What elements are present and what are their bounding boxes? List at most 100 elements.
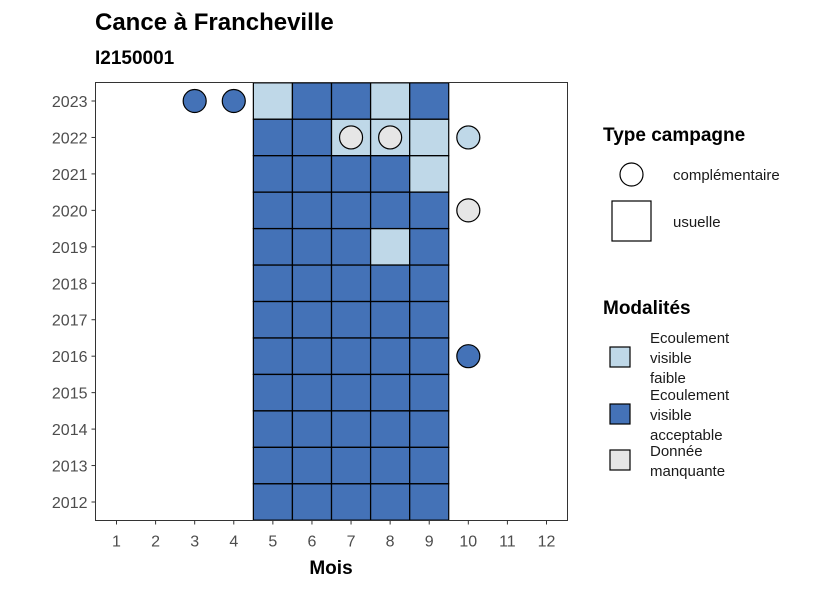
cell-usuelle xyxy=(370,300,411,339)
legend-label-modalite: Ecoulement visible acceptable xyxy=(650,387,730,444)
y-tick-label: 2012 xyxy=(52,495,88,512)
x-tick-label: 9 xyxy=(425,534,434,551)
x-tick-label: 2 xyxy=(151,534,160,551)
legend-key-modalite xyxy=(609,449,631,471)
cell-usuelle xyxy=(252,191,293,230)
legend-label-modalite: Ecoulement visible faible xyxy=(650,330,730,387)
legend-title-modalites: Modalités xyxy=(603,298,691,319)
x-tick-label: 1 xyxy=(112,534,121,551)
cell-usuelle xyxy=(291,82,333,120)
cell-usuelle xyxy=(330,155,372,193)
cell-usuelle xyxy=(291,337,333,375)
chart-subtitle: I2150001 xyxy=(95,48,175,69)
legend-key-modalite xyxy=(609,346,631,368)
cell-usuelle xyxy=(291,228,333,266)
cell-usuelle xyxy=(330,82,372,120)
y-axis: 2012 2013 2014 2015 2016 2017 2018 2019 2020 2021… xyxy=(52,94,96,512)
cell-usuelle xyxy=(291,155,333,193)
cell-usuelle xyxy=(409,118,450,157)
y-tick-label: 2013 xyxy=(52,459,88,476)
cells-layer xyxy=(252,82,450,521)
cell-usuelle xyxy=(252,228,293,266)
cell-usuelle xyxy=(330,300,372,339)
y-tick-label: 2023 xyxy=(52,94,88,111)
legend-label-modalite: Donnée manquante xyxy=(650,443,725,480)
legend-title-type-campagne: Type campagne xyxy=(603,125,745,146)
cell-usuelle xyxy=(291,191,333,230)
cell-usuelle xyxy=(409,373,450,412)
point-complementaire xyxy=(338,125,364,150)
legend-label-complementaire: complémentaire xyxy=(673,167,780,184)
cell-usuelle xyxy=(370,155,411,193)
cell-usuelle xyxy=(409,228,450,266)
x-tick-label: 10 xyxy=(459,534,477,551)
legend-modalites: Modalités Ecoulement visible faibleEcoulem… xyxy=(603,298,730,480)
cell-usuelle xyxy=(370,82,411,120)
y-tick-label: 2022 xyxy=(52,130,88,147)
x-tick-label: 7 xyxy=(347,534,356,551)
cell-usuelle xyxy=(409,155,450,193)
legend-key-modalite xyxy=(609,403,631,425)
cell-usuelle xyxy=(291,373,333,412)
cell-usuelle xyxy=(291,483,333,521)
cell-usuelle xyxy=(252,82,293,120)
cell-usuelle xyxy=(409,337,450,375)
cell-usuelle xyxy=(252,264,293,303)
y-tick-label: 2014 xyxy=(52,422,88,439)
cell-usuelle xyxy=(370,410,411,448)
cell-usuelle xyxy=(330,264,372,303)
point-complementaire xyxy=(182,88,207,114)
cell-usuelle xyxy=(252,118,293,157)
cell-usuelle xyxy=(291,300,333,339)
cell-usuelle xyxy=(252,337,293,375)
cell-usuelle xyxy=(370,228,411,266)
cell-usuelle xyxy=(330,337,372,375)
cell-usuelle xyxy=(330,446,372,485)
y-tick-label: 2019 xyxy=(52,240,88,257)
legend-key-circle xyxy=(619,162,644,187)
point-complementaire xyxy=(456,125,481,150)
x-axis-title: Mois xyxy=(309,558,352,579)
y-tick-label: 2017 xyxy=(52,313,88,330)
chart-title: Cance à Francheville xyxy=(95,9,334,36)
x-axis: 1 2 3 4 5 6 7 8 9 10 11 12 xyxy=(112,520,556,551)
cell-usuelle xyxy=(330,373,372,412)
cell-usuelle xyxy=(409,264,450,303)
x-tick-label: 11 xyxy=(499,534,516,551)
legend-label-line: Ecoulement xyxy=(650,330,730,347)
cell-usuelle xyxy=(370,483,411,521)
cell-usuelle xyxy=(291,264,333,303)
legend-label-line: Donnée xyxy=(650,443,703,460)
legend-label-line: Ecoulement xyxy=(650,387,730,404)
legend-label-usuelle: usuelle xyxy=(673,214,721,231)
x-tick-label: 4 xyxy=(229,534,238,551)
x-tick-label: 12 xyxy=(538,534,556,551)
cell-usuelle xyxy=(370,191,411,230)
circles-layer xyxy=(182,88,481,369)
x-tick-label: 3 xyxy=(190,534,199,551)
cell-usuelle xyxy=(252,155,293,193)
cell-usuelle xyxy=(409,410,450,448)
cell-usuelle xyxy=(330,483,372,521)
point-complementaire xyxy=(221,88,246,114)
cell-usuelle xyxy=(370,264,411,303)
y-tick-label: 2021 xyxy=(52,167,88,184)
point-complementaire xyxy=(456,198,481,223)
cell-usuelle xyxy=(252,483,293,521)
cell-usuelle xyxy=(252,300,293,339)
cell-usuelle xyxy=(252,446,293,485)
legend-type-campagne: Type campagne complémentaire usuelle xyxy=(603,125,780,242)
x-tick-label: 8 xyxy=(386,534,395,551)
legend-label-line: visible xyxy=(650,350,692,367)
point-complementaire xyxy=(378,125,403,150)
y-tick-label: 2015 xyxy=(52,386,88,403)
x-tick-label: 6 xyxy=(308,534,317,551)
legend-label-line: manquante xyxy=(650,463,725,480)
legend-label-line: faible xyxy=(650,370,686,387)
legend-key-square xyxy=(611,200,652,242)
cell-usuelle xyxy=(252,410,293,448)
legend-label-line: acceptable xyxy=(650,427,723,444)
cell-usuelle xyxy=(370,446,411,485)
cell-usuelle xyxy=(409,300,450,339)
